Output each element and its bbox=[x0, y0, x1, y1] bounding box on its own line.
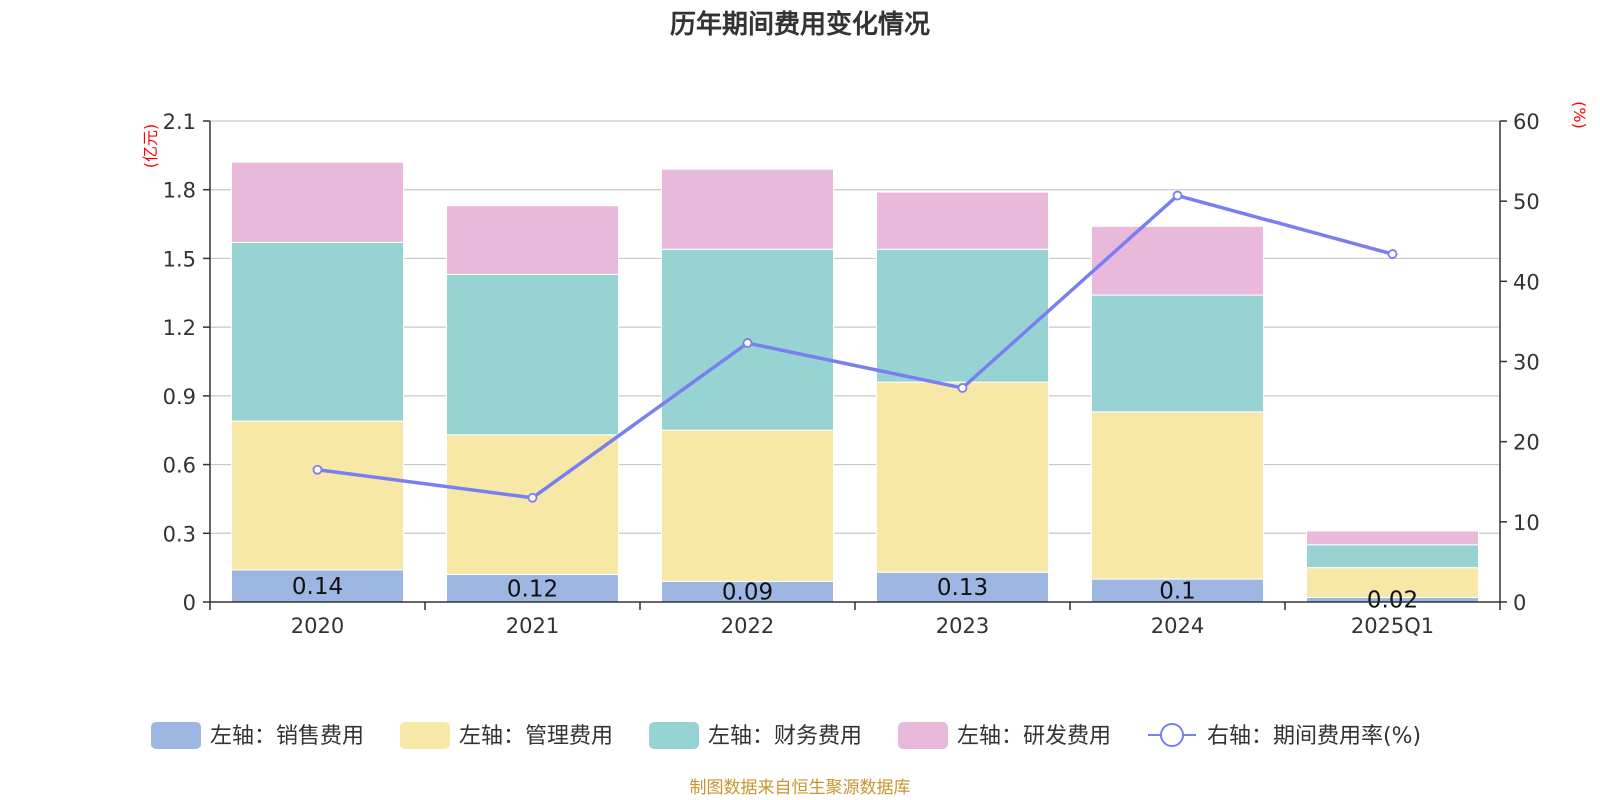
left-axis-tick-label: 0.3 bbox=[163, 522, 196, 546]
chart-title: 历年期间费用变化情况 bbox=[670, 9, 930, 40]
right-axis-tick-label: 10 bbox=[1513, 511, 1540, 535]
left-axis-tick-label: 0.9 bbox=[163, 385, 196, 409]
legend-swatch bbox=[898, 722, 948, 749]
left-axis-tick-label: 1.5 bbox=[163, 247, 196, 271]
line-series-group bbox=[312, 190, 1398, 503]
bar-segment-4 bbox=[231, 161, 404, 243]
bar-segment-4 bbox=[661, 168, 834, 250]
legend-swatch bbox=[400, 722, 450, 749]
grid-lines bbox=[210, 120, 1500, 534]
legend: 左轴：销售费用 左轴：管理费用 左轴：财务费用 左轴：研发费用 右轴：期间费用率(%) bbox=[151, 722, 1421, 749]
legend-item-2[interactable]: 左轴：管理费用 bbox=[400, 722, 613, 749]
legend-label: 左轴：管理费用 bbox=[459, 724, 613, 749]
legend-label: 左轴：财务费用 bbox=[708, 724, 862, 749]
bar-segment-4 bbox=[1091, 225, 1264, 296]
right-axis-tick-label: 30 bbox=[1513, 351, 1540, 375]
left-axis-unit: (亿元) bbox=[141, 124, 160, 169]
line-point bbox=[312, 464, 323, 475]
legend-swatch bbox=[151, 722, 201, 749]
line-point bbox=[1172, 190, 1183, 201]
bar-data-label: 0.14 bbox=[292, 574, 343, 600]
line-point bbox=[1387, 249, 1398, 259]
legend-swatch bbox=[649, 722, 699, 749]
left-axis-tick-label: 1.2 bbox=[163, 316, 196, 340]
axes-group: 0 0.3 0.6 0.9 1.2 1.5 1.8 2.1 0 10 20 30 40 50 60 2020 2… bbox=[163, 110, 1540, 638]
line-point bbox=[527, 492, 538, 503]
x-axis-tick-label: 2020 bbox=[291, 614, 344, 638]
right-axis-tick-label: 50 bbox=[1513, 190, 1540, 214]
line-point bbox=[742, 338, 753, 348]
bar-segment-4 bbox=[876, 191, 1049, 250]
bar-series-group: 0.14 0.12 0.09 0.13 0.1 0.02 bbox=[231, 161, 1479, 614]
bar-data-label: 0.13 bbox=[937, 575, 988, 601]
left-axis-tick-label: 0.6 bbox=[163, 454, 196, 478]
line-series-path bbox=[317, 193, 1393, 500]
legend-marker bbox=[1160, 723, 1184, 747]
bar-data-label: 0.02 bbox=[1367, 588, 1418, 614]
bar-segment-2 bbox=[1306, 567, 1479, 598]
bar-data-label: 0.1 bbox=[1159, 579, 1196, 605]
left-axis-tick-label: 1.8 bbox=[163, 179, 196, 203]
bar-data-label: 0.12 bbox=[507, 576, 558, 602]
bar-segment-3 bbox=[876, 248, 1049, 383]
legend-label: 左轴：研发费用 bbox=[957, 724, 1111, 749]
left-axis-tick-label: 0 bbox=[183, 591, 196, 615]
bar-segment-3 bbox=[1091, 294, 1264, 413]
bar-segment-1 bbox=[876, 571, 1049, 603]
right-axis-tick-label: 0 bbox=[1513, 591, 1526, 615]
bar-segment-1 bbox=[446, 574, 619, 603]
bar-segment-3 bbox=[1306, 544, 1479, 569]
left-axis-tick-label: 2.1 bbox=[163, 110, 196, 134]
x-axis-tick-label: 2021 bbox=[506, 614, 559, 638]
bar-segment-4 bbox=[446, 205, 619, 275]
right-axis-tick-label: 20 bbox=[1513, 431, 1540, 455]
bar-segment-2 bbox=[876, 381, 1049, 573]
source-note: 制图数据来自恒生聚源数据库 bbox=[690, 778, 911, 798]
right-axis-tick-label: 40 bbox=[1513, 270, 1540, 294]
legend-item-3[interactable]: 左轴：财务费用 bbox=[649, 722, 862, 749]
x-axis-tick-label: 2022 bbox=[721, 614, 774, 638]
bar-segment-3 bbox=[446, 273, 619, 436]
x-axis-tick-label: 2025Q1 bbox=[1351, 614, 1434, 638]
bar-segment-4 bbox=[1306, 530, 1479, 546]
bar-segment-3 bbox=[231, 241, 404, 422]
line-point bbox=[957, 383, 968, 393]
legend-label: 左轴：销售费用 bbox=[210, 724, 364, 749]
right-axis-tick-label: 60 bbox=[1513, 110, 1540, 134]
legend-label: 右轴：期间费用率(%) bbox=[1207, 724, 1421, 749]
x-axis-tick-label: 2024 bbox=[1151, 614, 1204, 638]
legend-item-5[interactable]: 右轴：期间费用率(%) bbox=[1148, 723, 1421, 749]
legend-item-1[interactable]: 左轴：销售费用 bbox=[151, 722, 364, 749]
bar-segment-2 bbox=[661, 429, 834, 582]
right-axis-unit: (%) bbox=[1570, 101, 1589, 129]
bar-segment-2 bbox=[231, 420, 404, 571]
x-axis-tick-label: 2023 bbox=[936, 614, 989, 638]
bar-segment-2 bbox=[1091, 411, 1264, 580]
legend-item-4[interactable]: 左轴：研发费用 bbox=[898, 722, 1111, 749]
